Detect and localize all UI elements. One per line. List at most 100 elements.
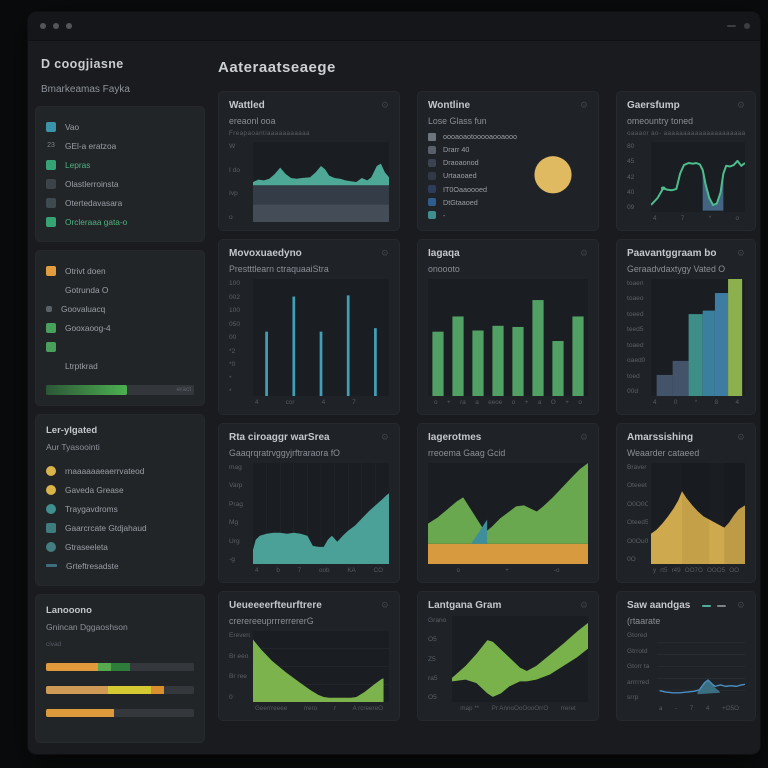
- filter-item[interactable]: Gotrunda O: [46, 280, 194, 299]
- tick-label: r: [333, 705, 336, 712]
- minimize-button-icon[interactable]: [53, 23, 59, 29]
- filter-item[interactable]: Gooxaoog-4: [46, 318, 194, 337]
- mini-legend: [696, 604, 726, 607]
- settings-icon[interactable]: ⚙: [579, 248, 588, 258]
- tick-label: 00: [229, 334, 237, 341]
- legend-item: Draoaonod: [428, 158, 518, 167]
- square-icon: [428, 198, 436, 207]
- tick-label: 4: [653, 399, 657, 406]
- tick-label: Gtrrotd: [627, 647, 648, 655]
- square-icon: [46, 522, 56, 533]
- area-chart: [651, 463, 745, 564]
- tick-label: Gtorr ta: [627, 663, 650, 670]
- tick-label: 7: [689, 705, 694, 712]
- sidebar-subtitle: Bmarkeamas Fayka: [41, 84, 130, 95]
- x-axis: Geerrreeee rrero r A rcreereO: [229, 702, 389, 712]
- bar-segment: [111, 663, 131, 671]
- settings-icon[interactable]: ⚙: [736, 600, 745, 610]
- legend-item-label: DtGtaaoed: [443, 197, 478, 207]
- sidebar-nav-item[interactable]: 23 GEl-a eratzoa: [46, 136, 194, 155]
- close-button-icon[interactable]: [40, 23, 46, 29]
- tick-label: *: [694, 399, 698, 406]
- sidebar-nav-item[interactable]: Vao: [46, 117, 194, 136]
- area-chart: [253, 463, 389, 564]
- x-axis: o + ra a eeoe o + a O + o: [428, 396, 588, 406]
- titlebar-action-icon[interactable]: [744, 23, 750, 29]
- tick-label: Mg: [229, 519, 239, 527]
- bar-icon: [428, 132, 436, 141]
- tick-label: o: [578, 399, 582, 406]
- settings-icon[interactable]: ⚙: [380, 248, 389, 258]
- tick-label: rrero: [303, 705, 318, 712]
- card-title: Wontline: [428, 100, 471, 111]
- sidebar-nav-item[interactable]: Lepras: [46, 155, 194, 174]
- y-axis: mag Varp Prag Mg Urg -g: [229, 463, 253, 564]
- tick-label: 100: [229, 307, 241, 314]
- card-title: Iagerotmes: [428, 432, 482, 443]
- tick-label: 4: [735, 399, 739, 406]
- card-subtitle: omeountry toned: [627, 116, 694, 126]
- tick-label: Prag: [229, 500, 243, 508]
- sidebar-nav-item[interactable]: Otertedavasara: [46, 193, 194, 212]
- titlebar-menu-icon[interactable]: [727, 25, 736, 27]
- area-chart: [253, 163, 389, 222]
- y-axis: Grano O5 Z5 ra5 O5: [428, 616, 452, 702]
- maximize-button-icon[interactable]: [66, 23, 72, 29]
- square-icon: [428, 185, 436, 194]
- stacked-hbar: [46, 709, 194, 717]
- settings-icon[interactable]: ⚙: [579, 100, 588, 110]
- sidebar-nav-item[interactable]: Orcleraaa gata-o: [46, 212, 194, 231]
- legend-item: Gaveda Grease: [46, 480, 194, 499]
- y-axis: Braver Oteeet O0O0O Oteed5 O0Ou0 0O: [627, 463, 651, 564]
- card-ribbon-area: Lantgana Gram ⚙ Grano O5 Z5 ra5 O5 map ** Pr …: [417, 591, 599, 721]
- card-title: Gaersfump: [627, 100, 680, 111]
- filter-item[interactable]: Ltrptkrad: [46, 356, 194, 375]
- filter-item[interactable]: [46, 337, 194, 356]
- area-chart: [253, 639, 389, 702]
- tick-label: o: [456, 567, 461, 574]
- filter-item-label: Goovaluacq: [61, 303, 106, 314]
- tick-label: eeoe: [488, 399, 503, 406]
- main-area: Aateraatseaege Wattled ⚙ ereaonl ooa Fre…: [205, 41, 756, 754]
- tick-label: KA: [347, 567, 356, 574]
- legend-item: Traygavdroms: [46, 499, 194, 518]
- settings-icon[interactable]: ⚙: [380, 100, 389, 110]
- sidebar-nav-item[interactable]: Olastlerroinsta: [46, 174, 194, 193]
- tick-label: Ereverd: [229, 632, 250, 639]
- tick-label: a: [537, 399, 542, 406]
- tick-label: arrrrred: [627, 678, 649, 686]
- legend-item: -: [428, 211, 518, 220]
- filter-item[interactable]: Goovaluacq: [46, 299, 194, 318]
- card-subtitle: rreoema Gaag Gcid: [428, 448, 506, 458]
- card-title: Saw aandgas: [627, 600, 691, 611]
- filter-item[interactable]: Otrivt doen: [46, 261, 194, 280]
- settings-icon[interactable]: ⚙: [579, 600, 588, 610]
- x-axis: 4 cor 4 7: [229, 396, 389, 406]
- tick-label: toeed: [627, 310, 644, 318]
- tick-label: 4: [653, 215, 657, 222]
- circle-icon: [46, 484, 56, 495]
- settings-icon[interactable]: ⚙: [579, 432, 588, 442]
- settings-icon[interactable]: ⚙: [736, 432, 745, 442]
- card-green-bars: Iagaqa ⚙ onoooto o + ra a eeoe o + a O + o: [417, 239, 599, 415]
- settings-icon[interactable]: ⚙: [736, 100, 745, 110]
- card-gold-area: Amarssishing ⚙ Weaarder cataeed Braver Ot…: [616, 423, 756, 583]
- square-icon: [46, 322, 56, 333]
- donut-legend: oooaoaotooooaooaooo Drarr 40 Draoaonod Urta…: [428, 130, 518, 222]
- tick-label: OO: [729, 567, 739, 574]
- tick-label: +: [565, 399, 569, 406]
- settings-icon[interactable]: ⚙: [380, 600, 389, 610]
- sidebar-title: D coogjiasne: [41, 57, 124, 71]
- bar-segment: [46, 686, 109, 694]
- card-subtitle: onoooto: [428, 264, 460, 274]
- settings-icon[interactable]: ⚙: [380, 432, 389, 442]
- settings-icon[interactable]: ⚙: [736, 248, 745, 258]
- tick-label: 0: [673, 399, 678, 406]
- x-axis: 4 7 * o: [627, 212, 745, 222]
- card-title: Ueueeeerfteurftrere: [229, 600, 322, 611]
- tick-label: 002: [229, 293, 241, 301]
- y-axis: Gtored Gtrrotd Gtorr ta arrrrred srrp: [627, 631, 657, 702]
- hbar-note: civad: [46, 641, 62, 648]
- tick-label: -o: [553, 567, 560, 574]
- x-axis: 4 b 7 oob KA CO: [229, 564, 389, 574]
